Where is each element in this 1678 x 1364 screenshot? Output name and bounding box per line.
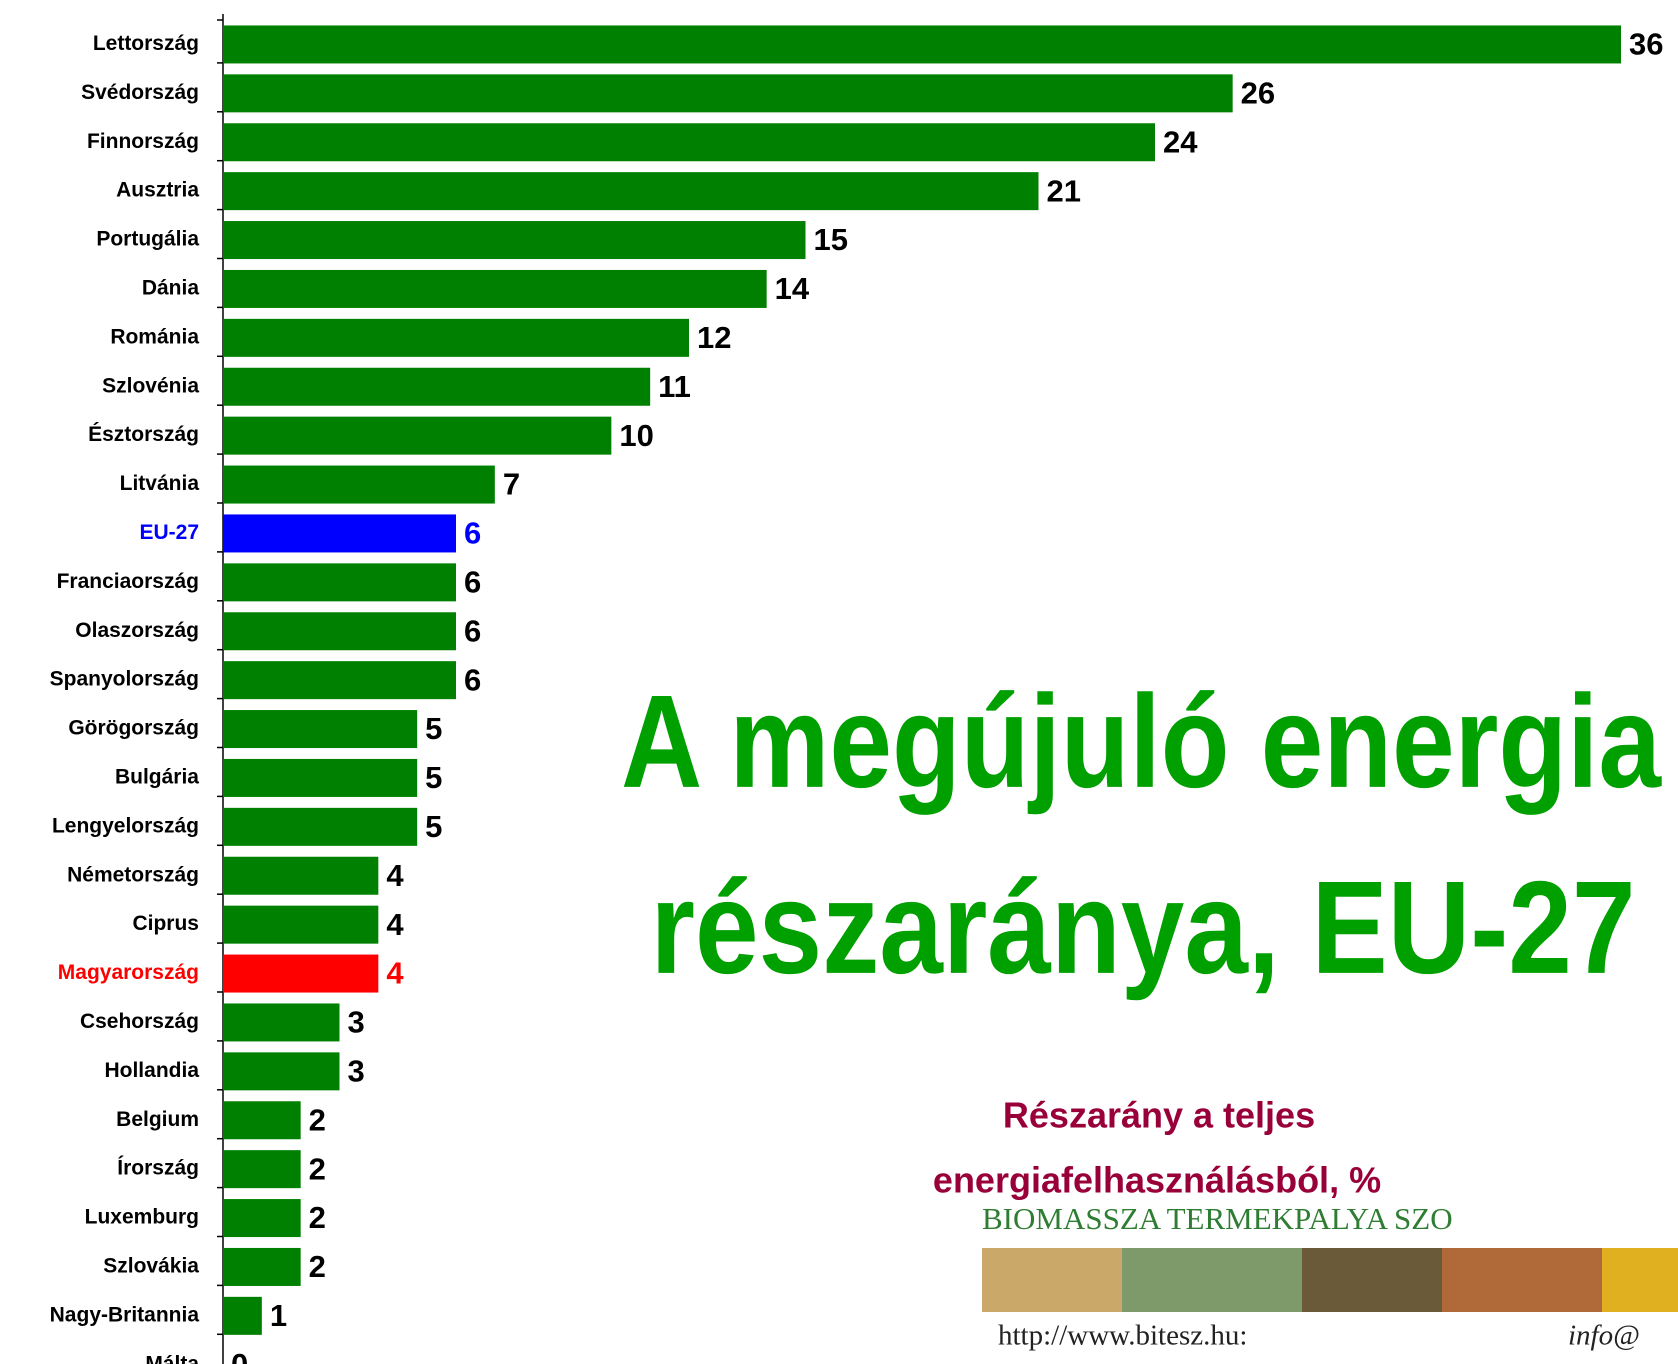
value-label: 2 [309, 1102, 326, 1137]
bar [223, 74, 1233, 112]
bar [223, 221, 806, 259]
y-tick-label: Ausztria [116, 179, 199, 202]
bar [223, 1003, 340, 1041]
chart-title: részaránya, EU-27 [651, 854, 1636, 1001]
y-tick-label: Németország [67, 863, 199, 886]
value-label: 6 [464, 662, 481, 697]
bar [223, 710, 417, 748]
y-tick-label: Hollandia [104, 1059, 199, 1082]
logo-photo [1602, 1248, 1678, 1312]
value-label: 0 [231, 1347, 248, 1364]
bar [223, 1297, 262, 1335]
bar [223, 955, 378, 993]
value-label: 4 [386, 956, 404, 991]
logo-email: info@ [1568, 1320, 1640, 1352]
bar [223, 123, 1155, 161]
value-label: 36 [1629, 27, 1663, 62]
bar [223, 563, 456, 601]
bar [223, 808, 417, 846]
y-tick-label: Csehország [80, 1010, 199, 1033]
value-label: 11 [658, 369, 691, 404]
bar [223, 514, 456, 552]
value-label: 2 [309, 1151, 326, 1186]
value-label: 6 [464, 516, 481, 551]
chart-subtitle: Részarány a teljes [1003, 1095, 1315, 1136]
value-label: 5 [425, 760, 442, 795]
logo-photo [1302, 1248, 1442, 1312]
value-label: 6 [464, 565, 481, 600]
y-tick-label: Bulgária [115, 765, 199, 788]
logo-photo [982, 1248, 1122, 1312]
bar [223, 172, 1039, 210]
bar [223, 1101, 301, 1139]
y-tick-label: Málta [145, 1352, 199, 1364]
bar [223, 25, 1621, 63]
logo-photo [1442, 1248, 1602, 1312]
y-tick-label: Portugália [96, 228, 199, 251]
bar [223, 319, 689, 357]
y-tick-label: Belgium [116, 1108, 199, 1131]
y-tick-label: Svédország [81, 81, 199, 104]
chart: A megújuló energia részaránya, EU-27 Rés… [0, 0, 1678, 1364]
logo-photo [1122, 1248, 1302, 1312]
value-label: 7 [503, 467, 520, 502]
value-label: 2 [309, 1200, 326, 1235]
logo-name: BIOMASSZA TERMEKPALYA SZO [982, 1201, 1453, 1236]
chart-subtitle: energiafelhasználásból, % [933, 1160, 1381, 1201]
bar [223, 661, 456, 699]
value-label: 6 [464, 613, 481, 648]
value-label: 26 [1241, 76, 1275, 111]
y-tick-label: Spanyolország [50, 668, 199, 691]
y-tick-label: Olaszország [75, 619, 199, 642]
value-label: 5 [425, 711, 442, 746]
value-label: 10 [619, 418, 653, 453]
y-tick-label: EU-27 [139, 521, 199, 544]
logo-url: http://www.bitesz.hu: [998, 1320, 1247, 1352]
bar [223, 1199, 301, 1237]
value-label: 3 [348, 1054, 365, 1089]
bar [223, 368, 650, 406]
value-label: 24 [1163, 124, 1198, 159]
y-tick-label: Írország [117, 1157, 199, 1180]
y-tick-label: Görögország [68, 717, 199, 740]
y-tick-label: Románia [110, 325, 199, 348]
bar [223, 466, 495, 504]
y-tick-label: Szlovénia [102, 374, 199, 397]
bar [223, 1052, 340, 1090]
value-label: 21 [1047, 173, 1081, 208]
bar [223, 270, 767, 308]
bar [223, 857, 378, 895]
y-tick-label: Észtország [88, 423, 199, 446]
bar [223, 612, 456, 650]
bar [223, 759, 417, 797]
y-tick-label: Lettország [93, 32, 199, 55]
y-tick-label: Litvánia [120, 472, 200, 495]
logo: BIOMASSZA TERMEKPALYA SZO http://www.bit… [982, 1201, 1678, 1352]
y-tick-label: Magyarország [58, 961, 199, 984]
value-label: 14 [775, 271, 810, 306]
y-tick-label: Dánia [142, 276, 200, 299]
value-label: 12 [697, 320, 731, 355]
y-tick-label: Nagy-Britannia [50, 1303, 200, 1326]
y-tick-label: Luxemburg [85, 1206, 199, 1229]
y-tick-label: Finnország [87, 130, 199, 153]
bar [223, 417, 611, 455]
y-tick-label: Franciaország [57, 570, 199, 593]
value-label: 4 [386, 907, 404, 942]
value-label: 4 [386, 858, 404, 893]
y-tick-label: Ciprus [132, 912, 199, 935]
y-tick-label: Lengyelország [52, 814, 199, 837]
bar [223, 1150, 301, 1188]
bar [223, 906, 378, 944]
value-label: 3 [348, 1005, 365, 1040]
value-label: 5 [425, 809, 442, 844]
value-label: 1 [270, 1298, 287, 1333]
bar [223, 1248, 301, 1286]
value-label: 2 [309, 1249, 326, 1284]
y-tick-label: Szlovákia [103, 1254, 199, 1277]
value-label: 15 [814, 222, 848, 257]
chart-title: A megújuló energia [621, 668, 1662, 815]
